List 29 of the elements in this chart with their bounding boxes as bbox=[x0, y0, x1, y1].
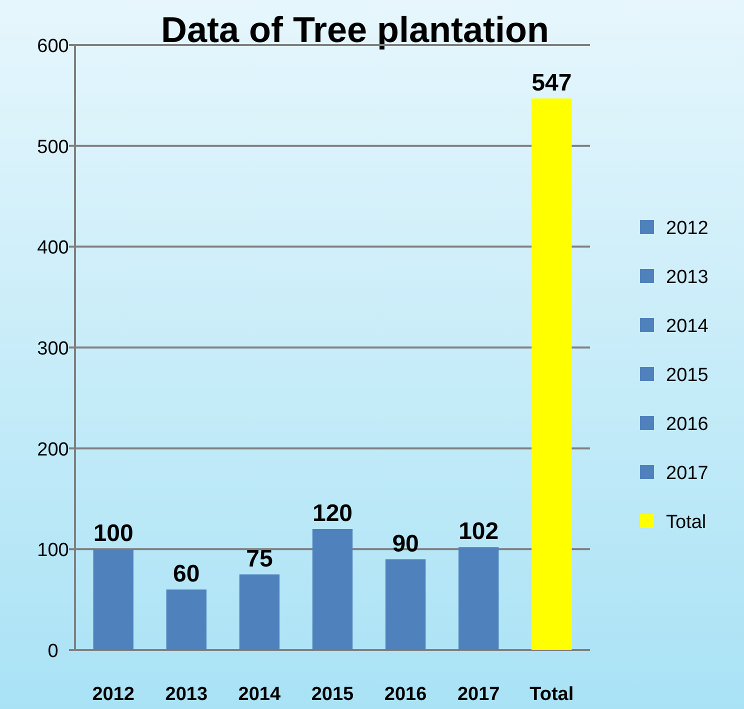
y-tick-label: 500 bbox=[37, 136, 69, 158]
y-tick-label: 200 bbox=[37, 439, 69, 460]
data-label: 102 bbox=[458, 518, 499, 546]
data-label: 60 bbox=[173, 560, 200, 588]
y-tick-label: 0 bbox=[48, 641, 58, 662]
data-label: 547 bbox=[532, 69, 572, 96]
x-tick-label: 2012 bbox=[92, 684, 134, 705]
x-tick-label: Total bbox=[530, 684, 574, 705]
legend-label: 2012 bbox=[666, 218, 708, 239]
y-tick-label: 600 bbox=[37, 36, 69, 57]
y-tick-label: 100 bbox=[37, 540, 69, 562]
x-tick-label: 2016 bbox=[384, 684, 427, 705]
chart-title: Data of Tree plantation bbox=[160, 9, 550, 50]
legend-label: 2016 bbox=[666, 414, 708, 435]
legend-label: 2014 bbox=[666, 316, 709, 337]
data-label: 75 bbox=[246, 545, 273, 572]
y-tick-label: 300 bbox=[37, 338, 69, 360]
data-label: 100 bbox=[93, 520, 134, 548]
x-tick-label: 2017 bbox=[457, 684, 500, 705]
x-tick-label: 2014 bbox=[238, 684, 282, 705]
x-tick-label: 2013 bbox=[165, 684, 208, 705]
x-tick-label: 2015 bbox=[311, 684, 354, 705]
legend-label: Total bbox=[666, 512, 706, 533]
y-tick-label: 400 bbox=[37, 238, 69, 259]
legend-label: 2015 bbox=[666, 365, 708, 386]
data-label: 90 bbox=[392, 530, 419, 558]
legend-label: 2013 bbox=[666, 267, 708, 288]
data-label: 120 bbox=[312, 500, 353, 527]
legend-label: 2017 bbox=[666, 463, 708, 484]
